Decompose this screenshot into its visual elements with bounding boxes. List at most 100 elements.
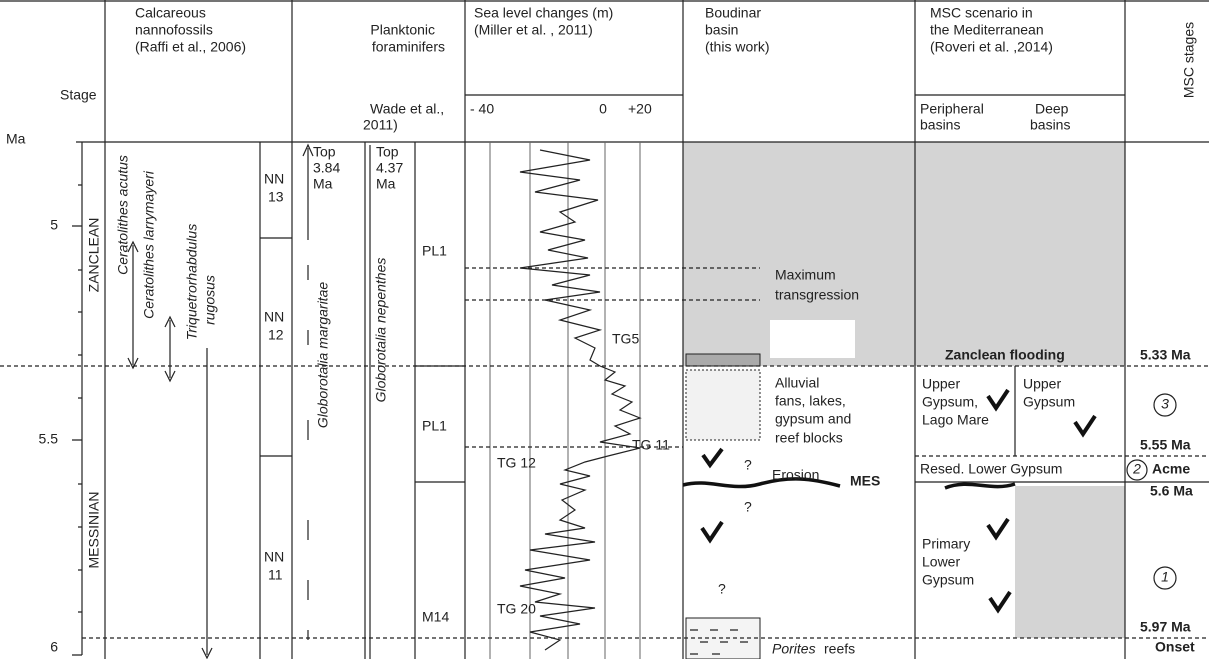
zone: 12	[268, 327, 284, 343]
zone: 11	[268, 567, 283, 583]
zone: NN	[264, 309, 284, 325]
annotation: gypsum and	[775, 411, 851, 427]
question: ?	[744, 457, 752, 473]
subheader: basins	[1030, 117, 1070, 133]
annotation: Gypsum	[1023, 394, 1075, 410]
tick-label: 5.5	[39, 431, 59, 447]
annotation: Primary	[922, 536, 970, 552]
zone: PL1	[422, 243, 447, 259]
deep-basin-area	[1015, 486, 1125, 638]
annotation: Lower	[922, 554, 960, 570]
annotation: Maximum	[775, 267, 836, 283]
annotation: Alluvial	[775, 375, 819, 391]
header: (Miller et al. , 2011)	[474, 22, 593, 38]
species: Ceratolithes acutus	[115, 155, 131, 275]
zone: NN	[264, 549, 284, 565]
top-age: 3.84	[313, 160, 340, 176]
subheader: Peripheral	[920, 101, 984, 117]
flooded-area	[683, 142, 1125, 366]
stage-number: 2	[1132, 461, 1141, 477]
subheader: basins	[920, 117, 960, 133]
question: ?	[744, 499, 752, 515]
age: 5.6 Ma	[1150, 483, 1193, 499]
annotation: Zanclean flooding	[945, 347, 1065, 363]
stage-circle	[1153, 566, 1177, 590]
axis-label: Stage	[60, 87, 97, 103]
header: MSC stages	[1181, 22, 1197, 98]
range-lines	[127, 143, 1177, 659]
stage-circle	[1153, 393, 1177, 417]
stage-name: MESSINIAN	[86, 491, 102, 568]
stage-name: ZANCLEAN	[86, 218, 102, 293]
tg-label: TG 11	[632, 437, 670, 453]
zone: NN	[264, 171, 284, 187]
annotation: Resed. Lower Gypsum	[920, 461, 1062, 477]
species: Triquetrorhabdulus	[184, 224, 200, 340]
annotation: Porites	[772, 641, 816, 657]
reference: Wade et al.,	[370, 101, 444, 117]
species: Globorotalia margaritae	[315, 282, 331, 429]
zone: M14	[422, 609, 449, 625]
check-marks	[700, 388, 1097, 614]
zone: PL1	[422, 418, 447, 434]
annotation: Upper	[1023, 376, 1061, 392]
annotation: Lago Mare	[922, 412, 989, 428]
age: 5.97 Ma	[1140, 619, 1191, 635]
header: Boudinar	[705, 5, 761, 21]
lithology-top	[685, 353, 761, 367]
header: (Roveri et al. ,2014)	[930, 39, 1053, 55]
species: rugosus	[202, 275, 218, 325]
header: foraminifers	[372, 39, 445, 55]
age: 5.33 Ma	[1140, 347, 1191, 363]
sea-level-curve	[519, 149, 642, 651]
age: 5.55 Ma	[1140, 437, 1191, 453]
annotation: Gypsum	[922, 572, 974, 588]
reference: 2011)	[363, 117, 398, 133]
header: (this work)	[705, 39, 770, 55]
stage-name: Acme	[1152, 461, 1190, 477]
tg-label: TG5	[612, 331, 639, 347]
header: the Mediterranean	[930, 22, 1044, 38]
top-age: Top	[313, 144, 336, 160]
top-age: Ma	[376, 176, 396, 192]
tg-label: TG 20	[497, 601, 536, 617]
annotation: MES	[850, 473, 880, 489]
scale-label: - 40	[470, 101, 494, 117]
annotation: fans, lakes,	[775, 393, 846, 409]
top-age: Ma	[313, 176, 333, 192]
stage-name: Onset	[1155, 639, 1195, 655]
reef-pattern	[690, 629, 748, 655]
annotation: reefs	[824, 641, 855, 657]
blank-box	[770, 320, 855, 358]
erosion-surface	[682, 477, 1016, 490]
species: Ceratolithes larrymayeri	[141, 170, 157, 319]
stage-number: 1	[1161, 569, 1169, 585]
stage-number: 3	[1161, 396, 1169, 412]
annotation: Erosion	[772, 467, 819, 483]
subheader: Deep	[1035, 101, 1069, 117]
annotation: Gypsum,	[922, 394, 978, 410]
zone: 13	[268, 189, 284, 205]
header: basin	[705, 22, 738, 38]
axis-unit: Ma	[6, 131, 26, 147]
annotation: reef blocks	[775, 430, 843, 446]
tick-label: 6	[50, 639, 58, 655]
header: MSC scenario in	[930, 5, 1033, 21]
header: (Raffi et al., 2006)	[135, 39, 246, 55]
conglomerate	[685, 369, 761, 441]
question: ?	[718, 581, 726, 597]
top-age: 4.37	[376, 160, 403, 176]
scale-label: +20	[628, 101, 652, 117]
tg-label: TG 12	[497, 455, 536, 471]
header: nannofossils	[135, 22, 213, 38]
header: Sea level changes (m)	[474, 5, 613, 21]
stage-circle	[1126, 459, 1148, 481]
header: Calcareous	[135, 5, 206, 21]
top-age: Top	[376, 144, 399, 160]
species: Globorotalia nepenthes	[373, 258, 389, 403]
header: Planktonic	[370, 22, 435, 38]
annotation: transgression	[775, 287, 859, 303]
scale-label: 0	[599, 101, 607, 117]
